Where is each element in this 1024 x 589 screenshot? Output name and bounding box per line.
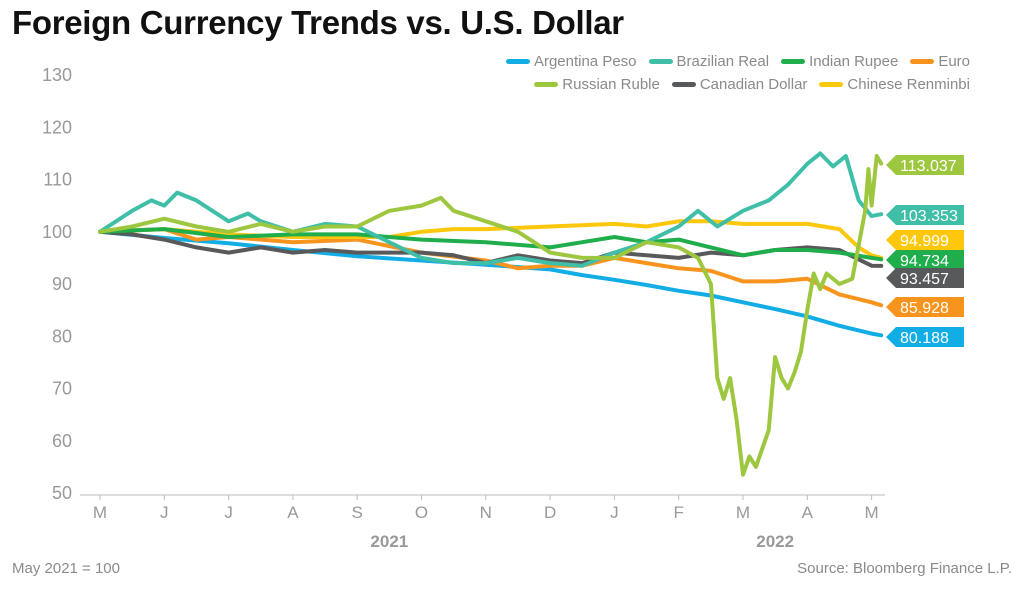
end-label-tag	[886, 205, 964, 225]
x-tick-label: N	[480, 503, 492, 522]
legend-label: Indian Rupee	[809, 53, 899, 70]
x-tick-label: D	[544, 503, 556, 522]
y-tick-label: 130	[42, 65, 72, 85]
legend-item: Euro	[910, 53, 970, 70]
y-tick-label: 90	[52, 274, 72, 294]
legend-label: Argentina Peso	[533, 53, 637, 70]
y-tick-label: 120	[42, 117, 72, 137]
legend-item: Canadian Dollar	[671, 76, 808, 93]
y-tick-label: 80	[52, 326, 72, 346]
legend-item: Brazilian Real	[648, 53, 770, 70]
x-tick-label: A	[802, 503, 814, 522]
y-tick-label: 100	[42, 222, 72, 242]
legend-item: Chinese Renminbi	[819, 76, 970, 93]
x-tick-label: A	[287, 503, 299, 522]
y-tick-label: 50	[52, 483, 72, 503]
series-line-brazilian-real	[98, 151, 884, 268]
legend-swatch	[910, 59, 935, 64]
end-label-value: 93.457	[900, 271, 949, 288]
x-tick-label: F	[674, 503, 684, 522]
legend-label: Chinese Renminbi	[847, 76, 970, 93]
end-label-tag	[886, 327, 964, 347]
x-tick-label: M	[736, 503, 750, 522]
end-label-tag	[886, 268, 964, 288]
legend-label: Russian Ruble	[562, 76, 660, 93]
end-label-tag	[886, 250, 964, 270]
legend-swatch	[671, 82, 696, 87]
end-label-value: 85.928	[900, 300, 949, 317]
x-tick-label: S	[352, 503, 363, 522]
baseline-note: May 2021 = 100	[12, 560, 120, 577]
end-label-tag	[886, 230, 964, 250]
legend-swatch	[505, 59, 530, 64]
x-tick-label: O	[415, 503, 428, 522]
end-label-value: 113.037	[900, 158, 957, 175]
series-line-indian-rupee	[98, 227, 884, 262]
end-label-tag	[886, 155, 964, 175]
series-line-russian-ruble	[98, 154, 884, 477]
legend-item: Indian Rupee	[781, 53, 898, 70]
y-tick-label: 110	[43, 170, 72, 190]
series-line-chinese-renminbi	[98, 219, 884, 260]
end-label-value: 80.188	[900, 330, 949, 347]
year-label: 2021	[370, 532, 408, 551]
legend-item: Russian Ruble	[534, 76, 660, 93]
legend-label: Canadian Dollar	[699, 76, 808, 93]
source-note: Source: Bloomberg Finance L.P.	[797, 560, 1012, 577]
legend-swatch	[819, 82, 844, 87]
legend: Argentina Peso Brazilian Real Indian Rupee…	[450, 50, 970, 96]
x-tick-label: J	[224, 503, 233, 522]
x-tick-label: M	[93, 503, 107, 522]
end-label-value: 103.353	[900, 208, 958, 225]
end-label-value: 94.999	[900, 233, 949, 250]
end-label-tag	[886, 297, 964, 317]
x-tick-label: J	[160, 503, 169, 522]
legend-item: Argentina Peso	[505, 53, 637, 70]
x-tick-label: J	[610, 503, 619, 522]
y-tick-label: 60	[52, 431, 72, 451]
legend-label: Brazilian Real	[676, 53, 770, 70]
legend-label: Euro	[938, 53, 970, 70]
legend-swatch	[534, 82, 559, 87]
end-label-value: 94.734	[900, 253, 949, 270]
x-tick-label: M	[865, 503, 879, 522]
legend-swatch	[781, 59, 806, 64]
year-label: 2022	[756, 532, 794, 551]
y-tick-label: 70	[52, 379, 72, 399]
legend-swatch	[648, 59, 673, 64]
series-line-argentina-peso	[98, 229, 884, 338]
chart-title: Foreign Currency Trends vs. U.S. Dollar	[12, 4, 624, 41]
